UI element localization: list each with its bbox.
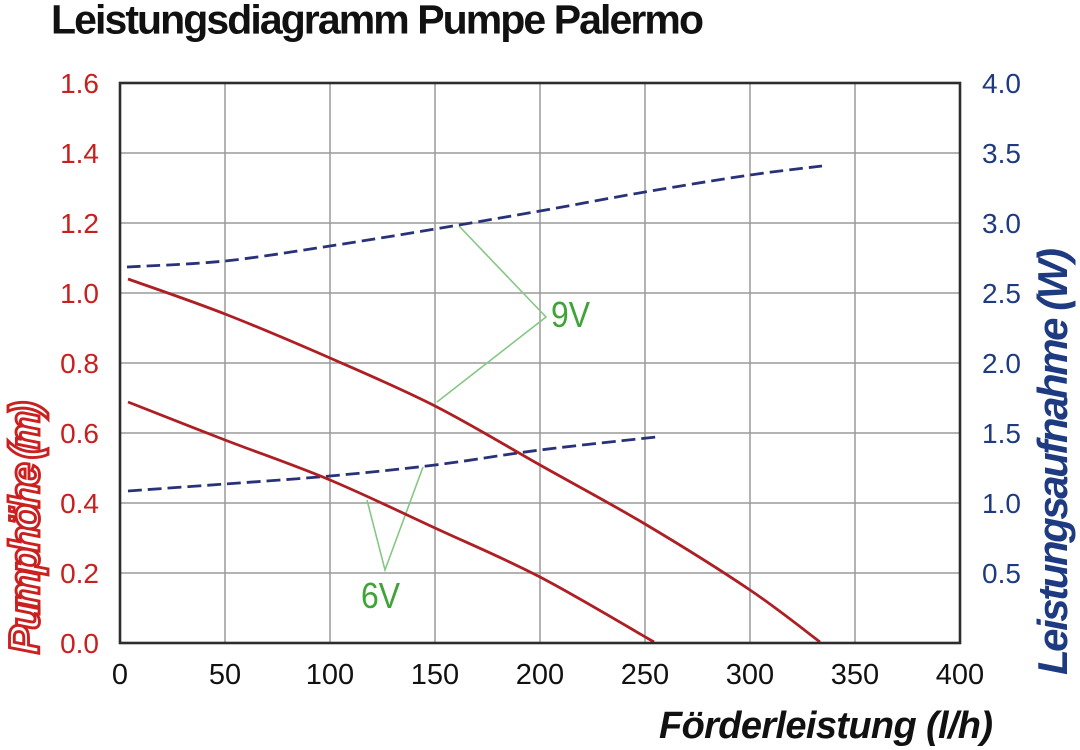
svg-text:1.6: 1.6 [60, 68, 99, 99]
svg-text:350: 350 [831, 659, 879, 691]
svg-text:2.5: 2.5 [982, 278, 1021, 309]
svg-text:0.0: 0.0 [60, 628, 99, 659]
svg-text:100: 100 [306, 659, 354, 691]
svg-text:9V: 9V [551, 294, 591, 335]
svg-text:3.5: 3.5 [982, 138, 1021, 169]
svg-text:1.0: 1.0 [60, 278, 99, 309]
svg-text:Förderleistung (l/h): Förderleistung (l/h) [659, 705, 993, 747]
svg-text:2.0: 2.0 [982, 348, 1021, 379]
svg-text:0.8: 0.8 [60, 348, 99, 379]
svg-text:250: 250 [621, 659, 669, 691]
svg-text:1.2: 1.2 [60, 208, 99, 239]
svg-text:400: 400 [936, 659, 984, 691]
svg-text:50: 50 [209, 659, 241, 691]
svg-text:150: 150 [411, 659, 459, 691]
svg-text:6V: 6V [361, 575, 401, 616]
svg-text:0.5: 0.5 [982, 558, 1021, 589]
svg-text:1.5: 1.5 [982, 418, 1021, 449]
svg-text:Leistungsdiagramm Pumpe Palerm: Leistungsdiagramm Pumpe Palermo [51, 0, 704, 43]
svg-text:1.4: 1.4 [60, 138, 99, 169]
svg-text:Leistungsaufnahme (W): Leistungsaufnahme (W) [1029, 248, 1076, 675]
svg-text:3.0: 3.0 [982, 208, 1021, 239]
svg-text:200: 200 [516, 659, 564, 691]
svg-text:1.0: 1.0 [982, 488, 1021, 519]
svg-text:0: 0 [112, 659, 128, 691]
svg-text:300: 300 [726, 659, 774, 691]
svg-text:0.4: 0.4 [60, 488, 99, 519]
svg-text:0.2: 0.2 [60, 558, 99, 589]
svg-text:Pumphöhe (m): Pumphöhe (m) [1, 401, 49, 654]
svg-text:0.6: 0.6 [60, 418, 99, 449]
svg-text:4.0: 4.0 [982, 68, 1021, 99]
